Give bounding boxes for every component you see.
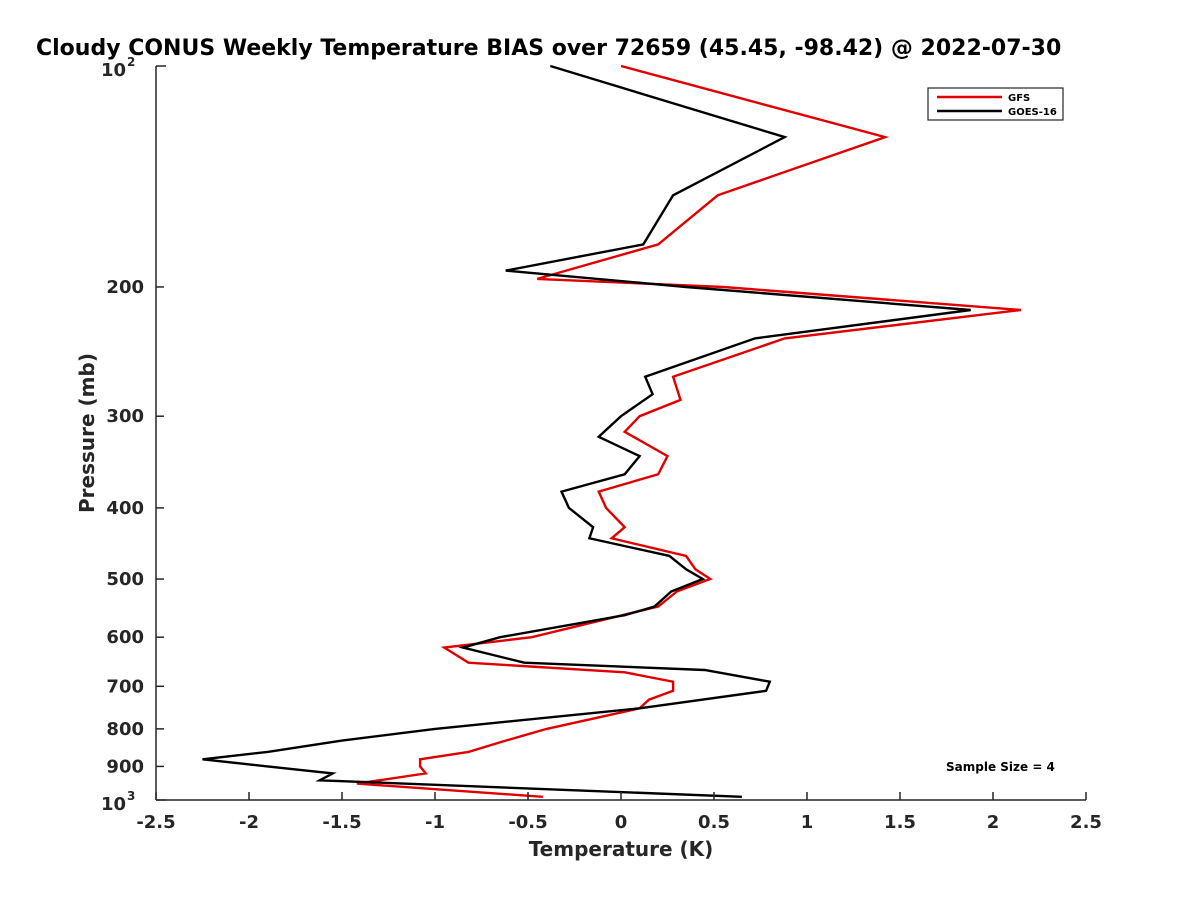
x-axis-label: Temperature (K): [529, 837, 714, 861]
x-tick-label: -1.5: [322, 812, 361, 833]
x-tick-label: 1: [801, 812, 814, 833]
chart-title: Cloudy CONUS Weekly Temperature BIAS ove…: [36, 36, 1061, 61]
x-tick-label: 2.5: [1070, 812, 1102, 833]
x-tick-label: 1.5: [884, 812, 916, 833]
y-tick-label: 300: [106, 406, 144, 427]
y-tick-label: 500: [106, 569, 144, 590]
y-tick-label: 400: [106, 498, 144, 519]
y-tick-label: 200: [106, 277, 144, 298]
legend-label-goes-16: GOES-16: [1008, 107, 1057, 118]
y-axis-top-base: 10: [101, 60, 126, 81]
series-line-goes-16: [202, 64, 971, 798]
y-tick-label: 600: [106, 627, 144, 648]
x-tick-label: 0: [615, 812, 628, 833]
x-tick-label: -0.5: [508, 812, 547, 833]
x-tick-label: -1: [425, 812, 445, 833]
y-axis-bottom-base: 10: [101, 794, 126, 815]
series-layer: [202, 64, 1022, 798]
sample-size-annotation: Sample Size = 4: [946, 760, 1055, 774]
x-tick-label: -2: [239, 812, 259, 833]
legend-box: [927, 87, 1064, 121]
y-axis-label: Pressure (mb): [75, 353, 99, 513]
plot-area: [155, 64, 1086, 801]
series-line-gfs: [356, 64, 1022, 798]
x-axis-ticks: -2.5 -2 -1.5 -1 -0.5 0 0.5 1 1.5 2 2.5: [136, 792, 1102, 833]
legend: GFS GOES-16: [927, 87, 1064, 121]
legend-label-gfs: GFS: [1008, 93, 1030, 104]
y-tick-label: 900: [106, 756, 144, 777]
y-axis-bottom-exponent: 3: [127, 789, 135, 803]
y-tick-label: 800: [106, 719, 144, 740]
x-tick-label: 0.5: [698, 812, 730, 833]
y-axis-top-exponent: 2: [127, 55, 135, 69]
y-tick-label: 700: [106, 676, 144, 697]
x-tick-label: -2.5: [136, 812, 175, 833]
x-tick-label: 2: [987, 812, 1000, 833]
y-axis-ticks: 200 300 400 500 600 700 800 900: [106, 65, 166, 801]
